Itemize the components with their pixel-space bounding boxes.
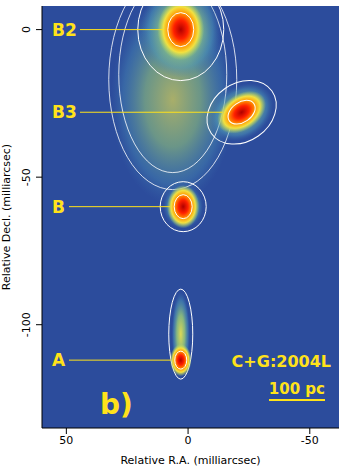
svg-text:A: A xyxy=(52,350,66,370)
svg-text:0: 0 xyxy=(20,26,33,33)
svg-text:-50: -50 xyxy=(20,168,33,186)
html-text:b): b) xyxy=(100,388,133,421)
svg-text:B2: B2 xyxy=(52,20,77,40)
svg-text:-50: -50 xyxy=(301,434,319,447)
html-text:C+G:2004L: C+G:2004L xyxy=(231,352,331,371)
html-text:100 pc: 100 pc xyxy=(268,380,325,398)
svg-text:-100: -100 xyxy=(20,312,33,337)
svg-text:Relative Decl. (milliarcsec): Relative Decl. (milliarcsec) xyxy=(0,144,13,290)
svg-text:B3: B3 xyxy=(52,102,77,122)
svg-text:50: 50 xyxy=(59,434,73,447)
svg-text:B: B xyxy=(52,197,65,217)
svg-text:Relative R.A. (milliarcsec): Relative R.A. (milliarcsec) xyxy=(120,454,260,467)
svg-text:0: 0 xyxy=(185,434,192,447)
